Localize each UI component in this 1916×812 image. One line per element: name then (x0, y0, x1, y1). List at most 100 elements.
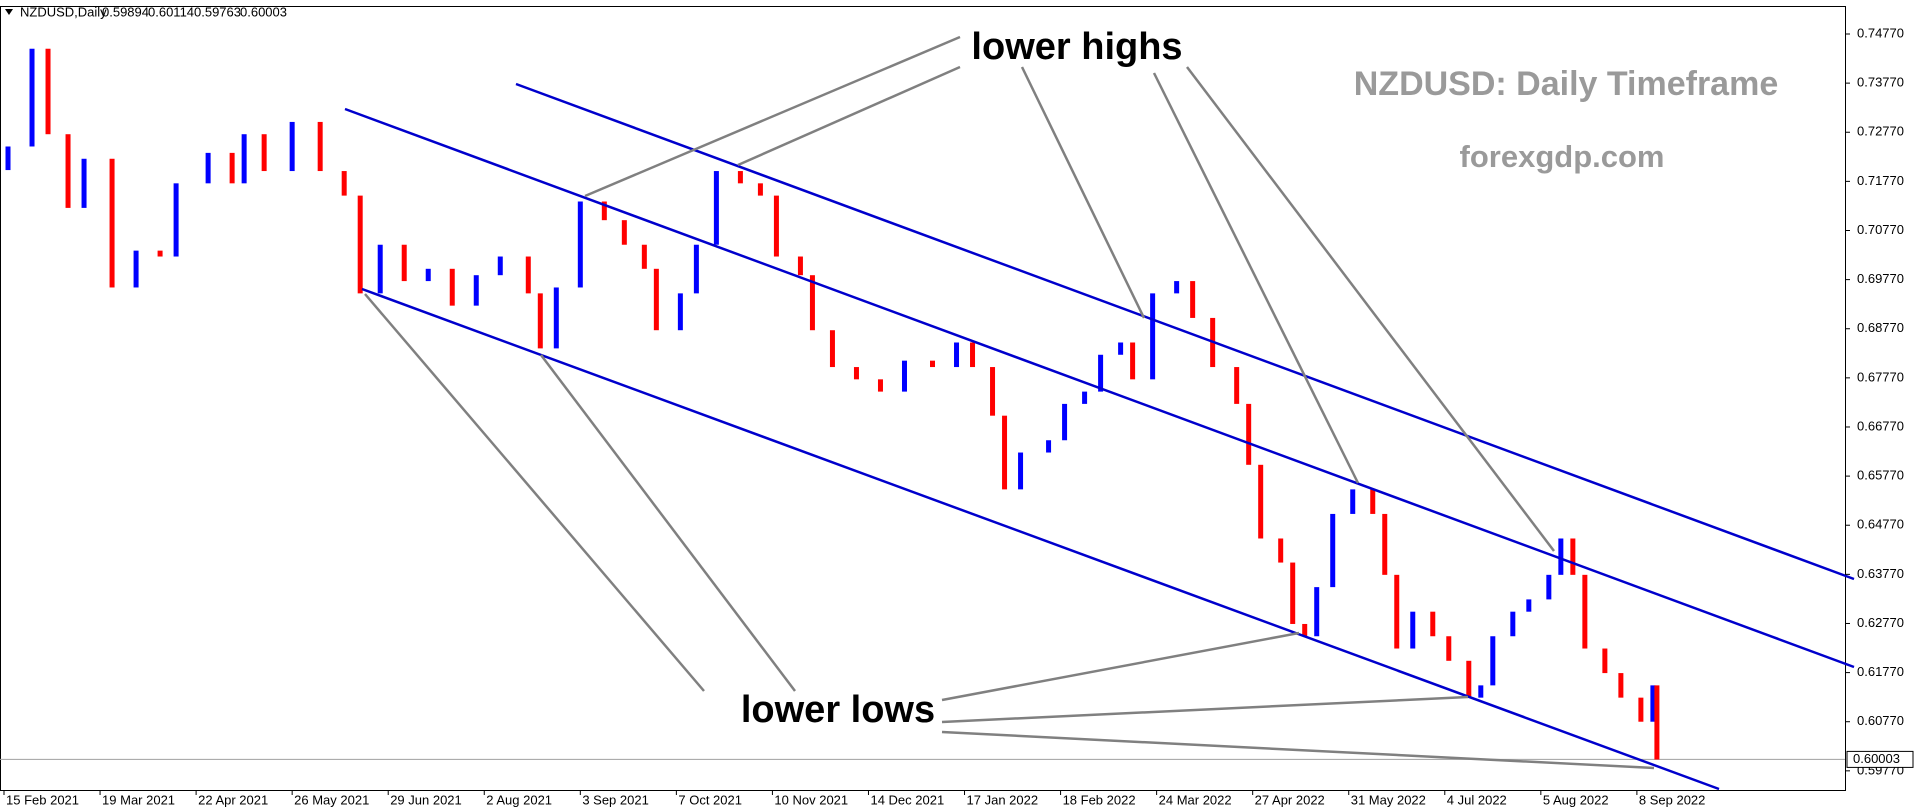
y-tick-label: 0.74770 (1857, 25, 1904, 40)
candle-body (537, 293, 543, 349)
channel-line (344, 107, 1855, 669)
candle-body (1174, 281, 1180, 294)
candle-body (401, 244, 407, 282)
candle-body (1526, 599, 1532, 612)
x-tick-label: 5 Aug 2022 (1543, 792, 1609, 807)
x-tick-label: 17 Jan 2022 (967, 792, 1039, 807)
candle-body (1246, 403, 1252, 465)
candle-body (1330, 513, 1336, 588)
pointer-line (941, 730, 1655, 770)
y-tick-label: 0.71770 (1857, 173, 1904, 188)
current-price-box (1846, 750, 1914, 768)
candle-body (241, 134, 247, 184)
candle-body (1654, 685, 1660, 760)
candle-body (990, 367, 996, 416)
x-tick-label: 27 Apr 2022 (1255, 792, 1325, 807)
y-tick-label: 0.60770 (1857, 713, 1904, 728)
x-tick-label: 8 Sep 2022 (1639, 792, 1706, 807)
candle-body (1618, 673, 1624, 698)
candle-body (29, 48, 35, 147)
pointer-lines (364, 35, 1655, 770)
header-low: 0.59763 (194, 4, 241, 19)
candle-body (1290, 562, 1296, 624)
candle-body (641, 244, 647, 269)
candle-body (1558, 538, 1564, 575)
y-tick-label: 0.62770 (1857, 615, 1904, 630)
watermark-site: forexgdp.com (1460, 139, 1665, 174)
candle-body (1582, 574, 1588, 649)
candle-body (1602, 648, 1608, 674)
candle-body (5, 146, 11, 171)
candle-body (1466, 660, 1472, 698)
candle-body (693, 244, 699, 294)
candle-body (81, 158, 87, 208)
candle-body (1546, 574, 1552, 600)
candle-body (829, 330, 835, 368)
y-tick-label: 0.73770 (1857, 75, 1904, 90)
channel-line (361, 287, 1720, 791)
current-price-label: 0.60003 (1853, 751, 1900, 766)
candle-body (1394, 574, 1400, 649)
pointer-line (737, 65, 961, 167)
y-tick-label: 0.66770 (1857, 418, 1904, 433)
candle-body (954, 342, 960, 368)
candle-body (1002, 415, 1008, 490)
x-tick-label: 18 Feb 2022 (1063, 792, 1136, 807)
y-tick-label: 0.61770 (1857, 664, 1904, 679)
candle-body (653, 268, 659, 331)
x-tick-label: 19 Mar 2021 (102, 792, 175, 807)
pointer-line (1152, 72, 1360, 484)
candle-body (425, 268, 431, 282)
x-tick-label: 15 Feb 2021 (6, 792, 79, 807)
y-tick-label: 0.69770 (1857, 271, 1904, 286)
candle-body (1638, 697, 1644, 722)
lower-lows-label: lower lows (741, 689, 935, 731)
pointer-line (1186, 66, 1555, 552)
candle-body (377, 244, 383, 294)
candle-body (877, 379, 883, 392)
header-high: 0.60114 (148, 4, 194, 19)
x-tick-label: 31 May 2022 (1351, 792, 1426, 807)
y-tick-label: 0.63770 (1857, 566, 1904, 581)
candle-body (1478, 685, 1484, 698)
candle-body (1302, 623, 1308, 637)
candle-body (289, 121, 295, 172)
candle-body (1118, 342, 1124, 355)
y-tick-label: 0.65770 (1857, 468, 1904, 483)
x-tick-label: 2 Aug 2021 (486, 792, 552, 807)
candle-body (1190, 281, 1196, 318)
pointer-line (941, 631, 1300, 702)
x-tick-label: 29 Jun 2021 (390, 792, 462, 807)
pointer-line (1020, 66, 1146, 319)
candle-body (497, 256, 503, 276)
candle-body (229, 152, 235, 184)
candle-body (1314, 587, 1320, 637)
candle-body (677, 293, 683, 331)
candle-body (1082, 391, 1088, 404)
candle-body (1234, 367, 1240, 404)
menu-arrow[interactable] (5, 9, 13, 15)
candle-body (357, 195, 363, 294)
pointer-line (584, 35, 961, 198)
candle-body (1410, 611, 1416, 649)
header-close: 0.60003 (240, 4, 287, 19)
y-tick-label: 0.70770 (1857, 222, 1904, 237)
candle-body (1018, 452, 1024, 490)
candle-body (341, 171, 347, 196)
candle-body (797, 256, 803, 276)
candle-body (1370, 489, 1376, 514)
candle-body (1446, 636, 1452, 661)
header-open: 0.59894 (102, 4, 149, 19)
y-tick-label: 0.72770 (1857, 124, 1904, 139)
candle-body (601, 201, 607, 221)
candle-body (1510, 611, 1516, 637)
candle-body (1650, 685, 1656, 722)
candle-body (1098, 354, 1104, 392)
pointer-line (364, 293, 705, 692)
candle-body (621, 220, 627, 245)
candle-body (1490, 636, 1496, 686)
candle-body (1350, 489, 1356, 514)
y-tick-label: 0.64770 (1857, 517, 1904, 532)
x-tick-label: 10 Nov 2021 (774, 792, 848, 807)
